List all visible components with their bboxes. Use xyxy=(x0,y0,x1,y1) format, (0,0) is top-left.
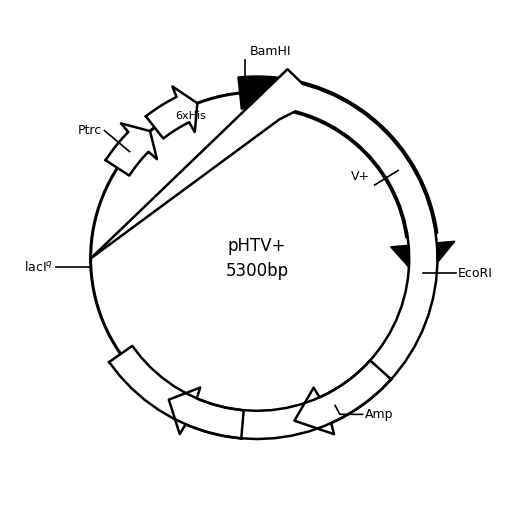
Text: 5300bp: 5300bp xyxy=(226,262,288,280)
Text: Ptrc: Ptrc xyxy=(78,124,102,137)
Text: Amp: Amp xyxy=(365,408,394,421)
Polygon shape xyxy=(238,76,438,238)
Text: V+: V+ xyxy=(351,169,370,183)
Polygon shape xyxy=(169,387,244,439)
Polygon shape xyxy=(391,241,455,282)
Polygon shape xyxy=(295,360,391,434)
Text: BamHI: BamHI xyxy=(249,45,291,58)
Text: EcoRI: EcoRI xyxy=(458,267,493,279)
Polygon shape xyxy=(90,69,437,439)
Polygon shape xyxy=(105,123,157,175)
Text: lacI$^q$: lacI$^q$ xyxy=(24,260,53,274)
Polygon shape xyxy=(146,86,197,138)
Text: pHTV+: pHTV+ xyxy=(228,237,286,255)
Text: 6xHis: 6xHis xyxy=(175,111,206,121)
